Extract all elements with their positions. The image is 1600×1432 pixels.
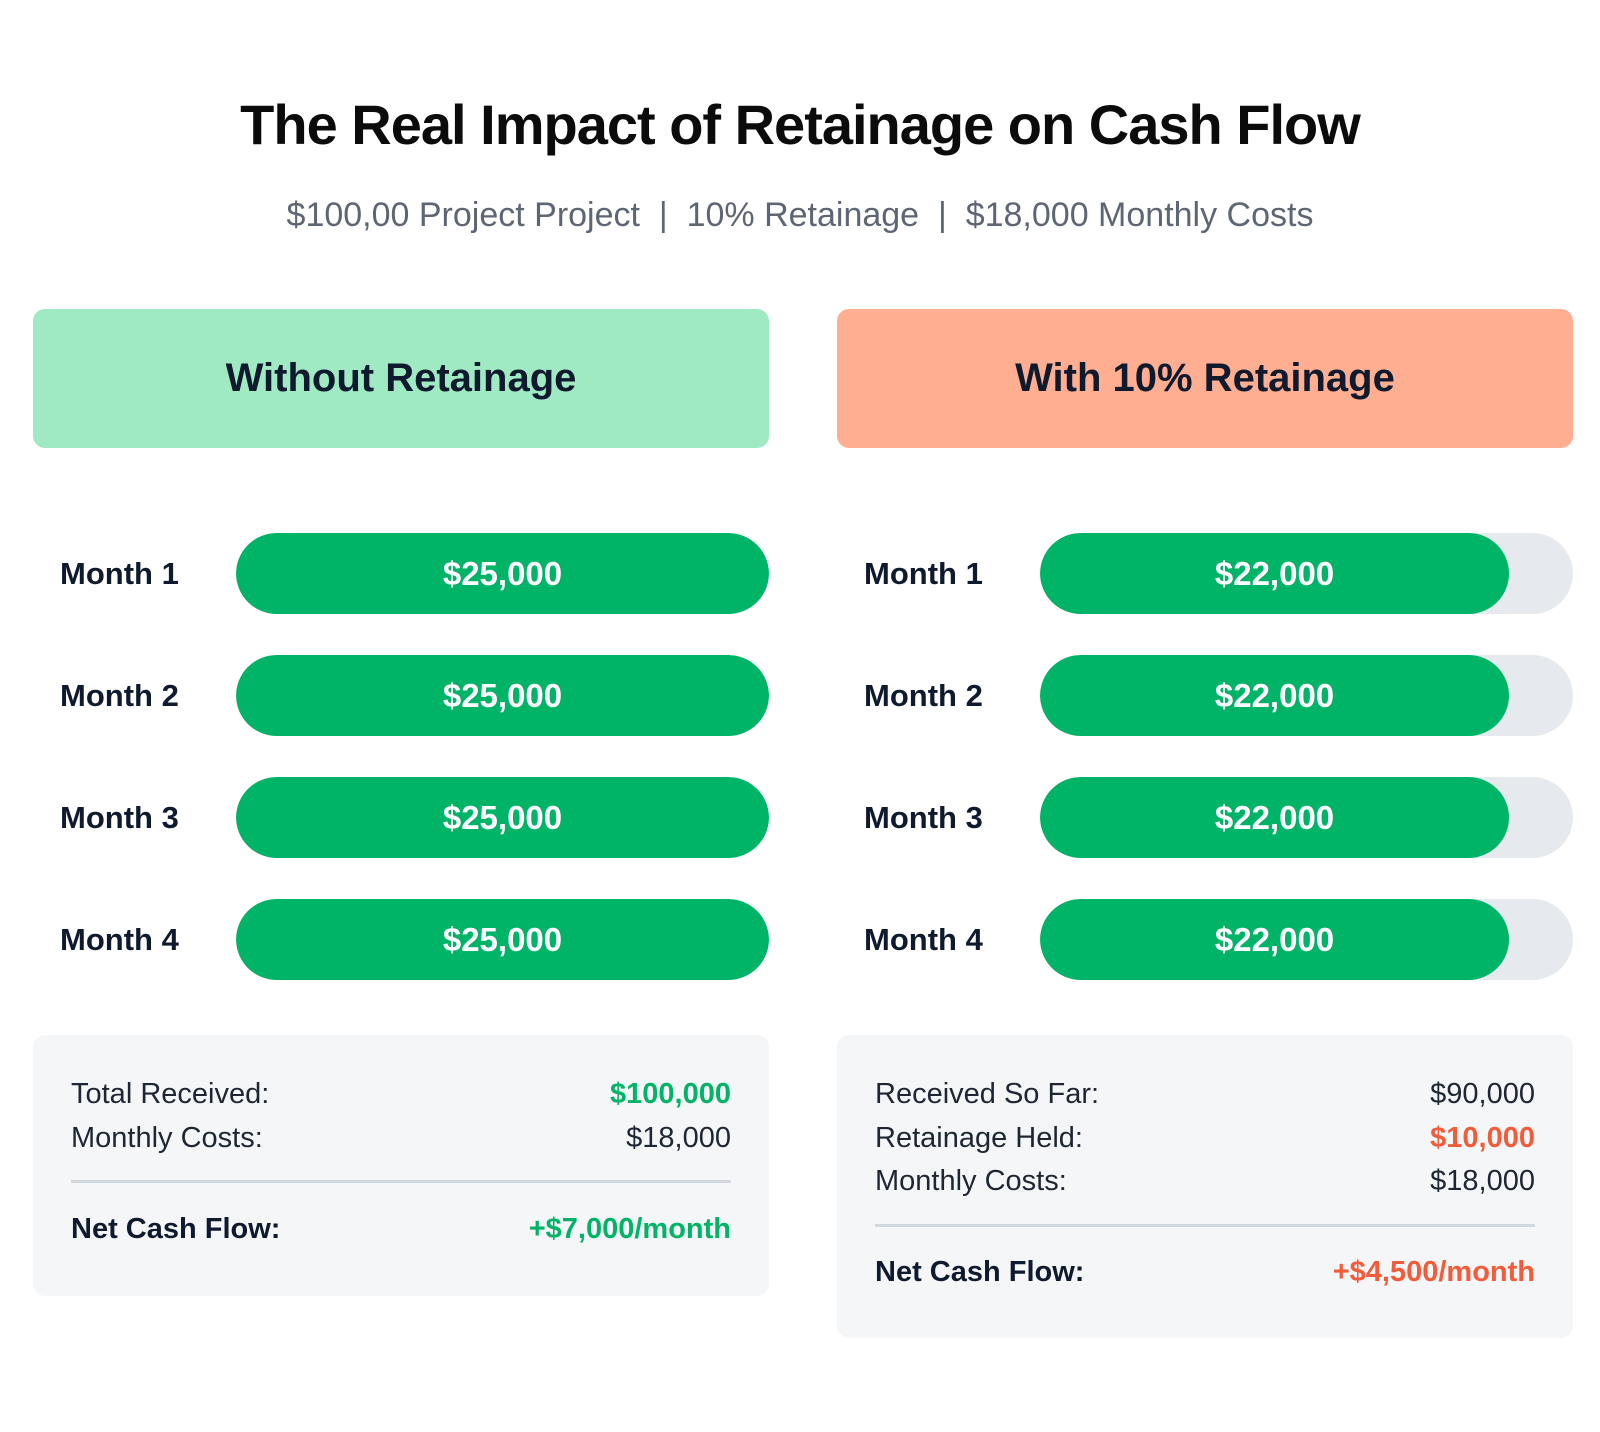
month-label: Month 2 bbox=[864, 678, 983, 713]
summary-line: Monthly Costs: $18,000 bbox=[875, 1160, 1535, 1204]
month-row: Month 2 $22,000 bbox=[837, 655, 1573, 736]
payment-bar-track: $25,000 bbox=[236, 899, 769, 980]
summary-divider bbox=[71, 1180, 731, 1183]
payment-bar-track: $22,000 bbox=[1040, 533, 1573, 614]
payment-bar: $22,000 bbox=[1040, 899, 1510, 980]
retainage-held-label: Retainage Held: bbox=[875, 1121, 1083, 1154]
payment-bar: $22,000 bbox=[1040, 777, 1510, 858]
net-cash-flow-value: +$4,500/month bbox=[1332, 1256, 1535, 1288]
payment-bar: $22,000 bbox=[1040, 533, 1510, 614]
payment-bar: $25,000 bbox=[236, 655, 769, 736]
payment-bar-track: $25,000 bbox=[236, 777, 769, 858]
without-retainage-header: Without Retainage bbox=[33, 309, 769, 448]
payment-bar: $25,000 bbox=[236, 899, 769, 980]
page-subtitle: $100,00 Project Project | 10% Retainage … bbox=[286, 196, 1314, 234]
payment-bar: $25,000 bbox=[236, 533, 769, 614]
summary-total: Net Cash Flow: +$7,000/month bbox=[71, 1209, 731, 1249]
payment-bar-track: $25,000 bbox=[236, 533, 769, 614]
with-retainage-months: Month 1 $22,000 Month 2 $22,000 Month 3 … bbox=[837, 533, 1573, 1021]
with-retainage-header: With 10% Retainage bbox=[837, 309, 1573, 448]
monthly-costs-label: Monthly Costs: bbox=[71, 1121, 263, 1154]
payment-bar-track: $22,000 bbox=[1040, 777, 1573, 858]
without-retainage-months: Month 1 $25,000 Month 2 $25,000 Month 3 … bbox=[33, 533, 769, 1021]
summary-line: Received So Far: $90,000 bbox=[875, 1073, 1535, 1117]
payment-bar: $25,000 bbox=[236, 777, 769, 858]
page-title: The Real Impact of Retainage on Cash Flo… bbox=[240, 93, 1361, 156]
month-label: Month 1 bbox=[864, 556, 983, 591]
month-label: Month 4 bbox=[60, 922, 179, 957]
month-label: Month 4 bbox=[864, 922, 983, 957]
without-retainage-column: Without Retainage Month 1 $25,000 Month … bbox=[33, 309, 769, 1296]
payment-bar-track: $22,000 bbox=[1040, 899, 1573, 980]
monthly-costs-label: Monthly Costs: bbox=[875, 1165, 1067, 1198]
total-received-label: Total Received: bbox=[71, 1078, 270, 1111]
month-label: Month 1 bbox=[60, 556, 179, 591]
received-so-far-label: Received So Far: bbox=[875, 1078, 1100, 1111]
received-so-far-value: $90,000 bbox=[1430, 1078, 1535, 1111]
month-row: Month 4 $25,000 bbox=[33, 899, 769, 980]
summary-line: Monthly Costs: $18,000 bbox=[71, 1117, 731, 1161]
monthly-costs-value: $18,000 bbox=[1430, 1165, 1535, 1198]
month-label: Month 2 bbox=[60, 678, 179, 713]
month-row: Month 4 $22,000 bbox=[837, 899, 1573, 980]
summary-divider bbox=[875, 1223, 1535, 1227]
payment-bar-track: $25,000 bbox=[236, 655, 769, 736]
month-row: Month 3 $22,000 bbox=[837, 777, 1573, 858]
monthly-costs-value: $18,000 bbox=[626, 1121, 731, 1154]
retainage-held-value: $10,000 bbox=[1430, 1121, 1535, 1154]
month-row: Month 2 $25,000 bbox=[33, 655, 769, 736]
month-row: Month 1 $22,000 bbox=[837, 533, 1573, 614]
summary-total: Net Cash Flow: +$4,500/month bbox=[875, 1253, 1535, 1293]
total-received-value: $100,000 bbox=[610, 1078, 731, 1111]
month-row: Month 3 $25,000 bbox=[33, 777, 769, 858]
with-retainage-summary: Received So Far: $90,000 Retainage Held:… bbox=[837, 1035, 1573, 1338]
payment-bar-track: $22,000 bbox=[1040, 655, 1573, 736]
net-cash-flow-label: Net Cash Flow: bbox=[875, 1256, 1085, 1288]
without-retainage-summary: Total Received: $100,000 Monthly Costs: … bbox=[33, 1035, 769, 1296]
net-cash-flow-label: Net Cash Flow: bbox=[71, 1212, 281, 1245]
payment-bar: $22,000 bbox=[1040, 655, 1510, 736]
summary-line: Total Received: $100,000 bbox=[71, 1073, 731, 1117]
month-label: Month 3 bbox=[60, 800, 179, 835]
month-row: Month 1 $25,000 bbox=[33, 533, 769, 614]
month-label: Month 3 bbox=[864, 800, 983, 835]
net-cash-flow-value: +$7,000/month bbox=[528, 1212, 731, 1245]
summary-line: Retainage Held: $10,000 bbox=[875, 1117, 1535, 1161]
with-retainage-column: With 10% Retainage Month 1 $22,000 Month… bbox=[837, 309, 1573, 1338]
